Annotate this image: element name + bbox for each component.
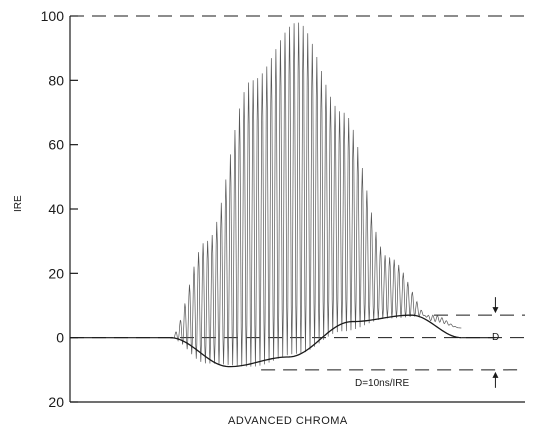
- y-tick-label: 20: [48, 394, 64, 410]
- y-axis: 100 80 60 40 20 0 20: [41, 8, 525, 410]
- y-tick-label: 100: [41, 8, 65, 24]
- luminance-curve: [170, 314, 462, 368]
- arrow-bottom-head: [492, 371, 499, 378]
- y-tick-label: 20: [48, 265, 64, 281]
- y-axis-label: IRE: [13, 195, 24, 212]
- y-tick-label: 80: [48, 72, 64, 88]
- x-axis-label: ADVANCED CHROMA: [228, 415, 348, 427]
- chroma-packet: [170, 22, 462, 367]
- measurement-arrows: [492, 297, 499, 388]
- y-tick-label: 40: [48, 201, 64, 217]
- arrow-top-head: [492, 307, 499, 314]
- chroma-waveform: [170, 22, 462, 367]
- y-tick-label: 0: [56, 330, 64, 346]
- annotations: IRE ADVANCED CHROMA D D=10ns/IRE: [13, 195, 499, 427]
- d-label: D: [492, 332, 499, 343]
- d-formula: D=10ns/IRE: [355, 378, 410, 389]
- y-tick-label: 60: [48, 137, 64, 153]
- curves: [70, 314, 496, 368]
